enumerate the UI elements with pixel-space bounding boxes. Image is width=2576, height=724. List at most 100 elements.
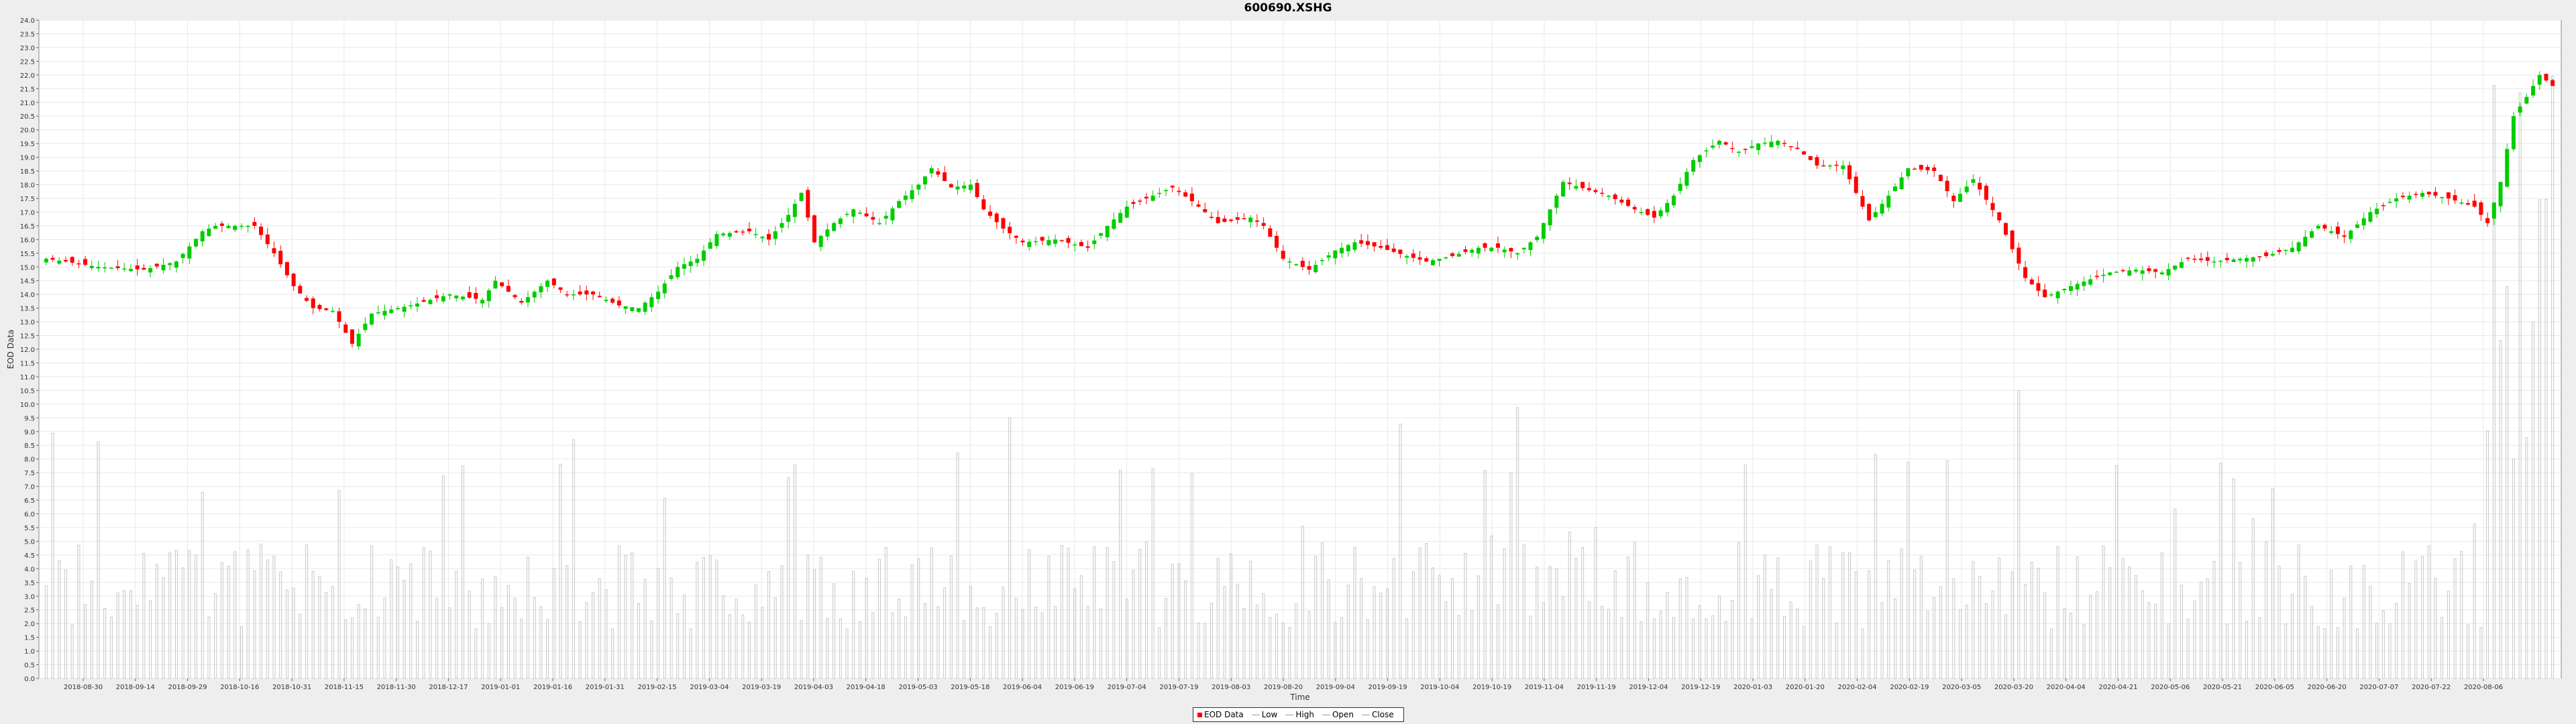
- candle-body-down: [936, 171, 941, 175]
- volume-bar: [2473, 523, 2476, 679]
- candle-body-down: [988, 211, 993, 216]
- volume-bar: [1158, 627, 1161, 679]
- volume-bar: [474, 628, 478, 679]
- volume-bar: [2200, 581, 2203, 679]
- volume-bar: [1093, 546, 1096, 679]
- y-tick-label: 21.0: [20, 100, 35, 107]
- y-tick-label: 7.5: [24, 470, 35, 477]
- candle-body-up: [1287, 261, 1292, 263]
- volume-bar: [325, 592, 328, 679]
- volume-bar: [1255, 605, 1258, 679]
- x-tick-label: 2020-01-20: [1786, 684, 1825, 691]
- volume-bar: [1346, 585, 1350, 679]
- candle-body-down: [519, 300, 524, 303]
- candle-body-up: [1164, 190, 1169, 192]
- volume-bar: [1828, 546, 1831, 679]
- candle-body-down: [1144, 196, 1148, 198]
- candle-body-up: [1665, 202, 1670, 213]
- candle-body-down: [2036, 283, 2041, 291]
- volume-bar: [995, 613, 998, 679]
- volume-bar: [181, 567, 184, 679]
- candle-body-up: [649, 297, 654, 308]
- candle-body-up: [656, 292, 661, 300]
- volume-bar: [1796, 608, 1799, 679]
- volume-bar: [1399, 424, 1402, 679]
- volume-bar: [409, 563, 413, 679]
- volume-bar: [1171, 564, 1174, 679]
- legend-swatch: [1197, 712, 1202, 717]
- volume-bar: [299, 613, 302, 679]
- candle-body-up: [760, 237, 765, 239]
- volume-bar: [663, 497, 666, 679]
- x-tick-label: 2019-05-03: [898, 684, 937, 691]
- candle-body-down: [1307, 265, 1311, 270]
- volume-bar: [168, 552, 172, 679]
- candle-body-up: [1521, 247, 1526, 249]
- volume-bar: [2375, 623, 2379, 679]
- grid-lines: [39, 19, 2561, 679]
- y-tick-label: 15.5: [20, 251, 35, 258]
- x-tick-label: 2019-11-19: [1577, 684, 1616, 691]
- candle-body-up: [2375, 208, 2379, 215]
- volume-bar: [109, 617, 113, 679]
- candle-body-up: [630, 307, 635, 311]
- volume-bar: [773, 597, 777, 679]
- x-tick-label: 2019-04-03: [794, 684, 833, 691]
- candle-body-up: [454, 295, 459, 298]
- volume-bar: [1138, 548, 1142, 679]
- candle-body-up: [1027, 241, 1032, 247]
- volume-bar: [2486, 430, 2489, 679]
- y-tick-label: 3.5: [24, 580, 35, 587]
- candlesticks: [44, 71, 2555, 350]
- candle-body-up: [1437, 258, 1442, 261]
- volume-bar: [1627, 556, 1630, 679]
- y-tick-label: 10.0: [20, 402, 35, 409]
- candle-body-up: [2355, 224, 2360, 228]
- x-tick-label: 2019-10-19: [1472, 684, 1511, 691]
- volume-bar: [1301, 526, 1304, 679]
- volume-bar: [1522, 544, 1525, 679]
- candle-body-up: [2284, 249, 2288, 251]
- volume-bars: [44, 76, 2555, 679]
- candle-body-up: [2108, 272, 2112, 276]
- volume-bar: [833, 583, 836, 679]
- volume-bar: [142, 553, 146, 679]
- volume-bar: [1633, 542, 1636, 679]
- volume-bar: [1887, 560, 1890, 679]
- candle-body-up: [669, 275, 674, 280]
- candle-body-up: [2518, 106, 2522, 113]
- volume-bar: [2180, 585, 2183, 679]
- candle-body-up: [832, 223, 837, 231]
- volume-bar: [2251, 518, 2255, 679]
- candle-body-down: [2465, 202, 2470, 205]
- legend-label: High: [1295, 710, 1314, 719]
- volume-bar: [285, 589, 288, 679]
- candle-body-up: [857, 213, 862, 214]
- volume-bar: [44, 585, 48, 679]
- y-tick-label: 16.0: [20, 237, 35, 244]
- candle-body-up: [376, 312, 380, 314]
- volume-bar: [201, 491, 204, 679]
- candle-body-down: [565, 294, 570, 296]
- candle-body-up: [1033, 241, 1038, 243]
- volume-bar: [468, 591, 471, 679]
- candle-body-down: [741, 231, 745, 233]
- candle-body-down: [1821, 165, 1826, 167]
- volume-bar: [2381, 610, 2385, 679]
- volume-bar: [1959, 609, 1962, 679]
- volume-bar: [390, 559, 393, 679]
- candle-body-up: [2511, 116, 2516, 149]
- y-tick-label: 19.0: [20, 155, 35, 162]
- candle-body-down: [70, 257, 74, 263]
- volume-bar: [2258, 617, 2261, 679]
- x-tick-label: 2018-09-29: [168, 684, 207, 691]
- y-tick-label: 16.5: [20, 223, 35, 231]
- candle-body-down: [767, 234, 771, 240]
- volume-bar: [1079, 575, 1083, 679]
- volume-bar: [969, 585, 972, 679]
- volume-bar: [975, 607, 979, 679]
- volume-bar: [865, 578, 868, 679]
- candle-body-down: [317, 304, 322, 309]
- candle-body-up: [799, 192, 804, 201]
- candle-body-up: [1352, 242, 1357, 250]
